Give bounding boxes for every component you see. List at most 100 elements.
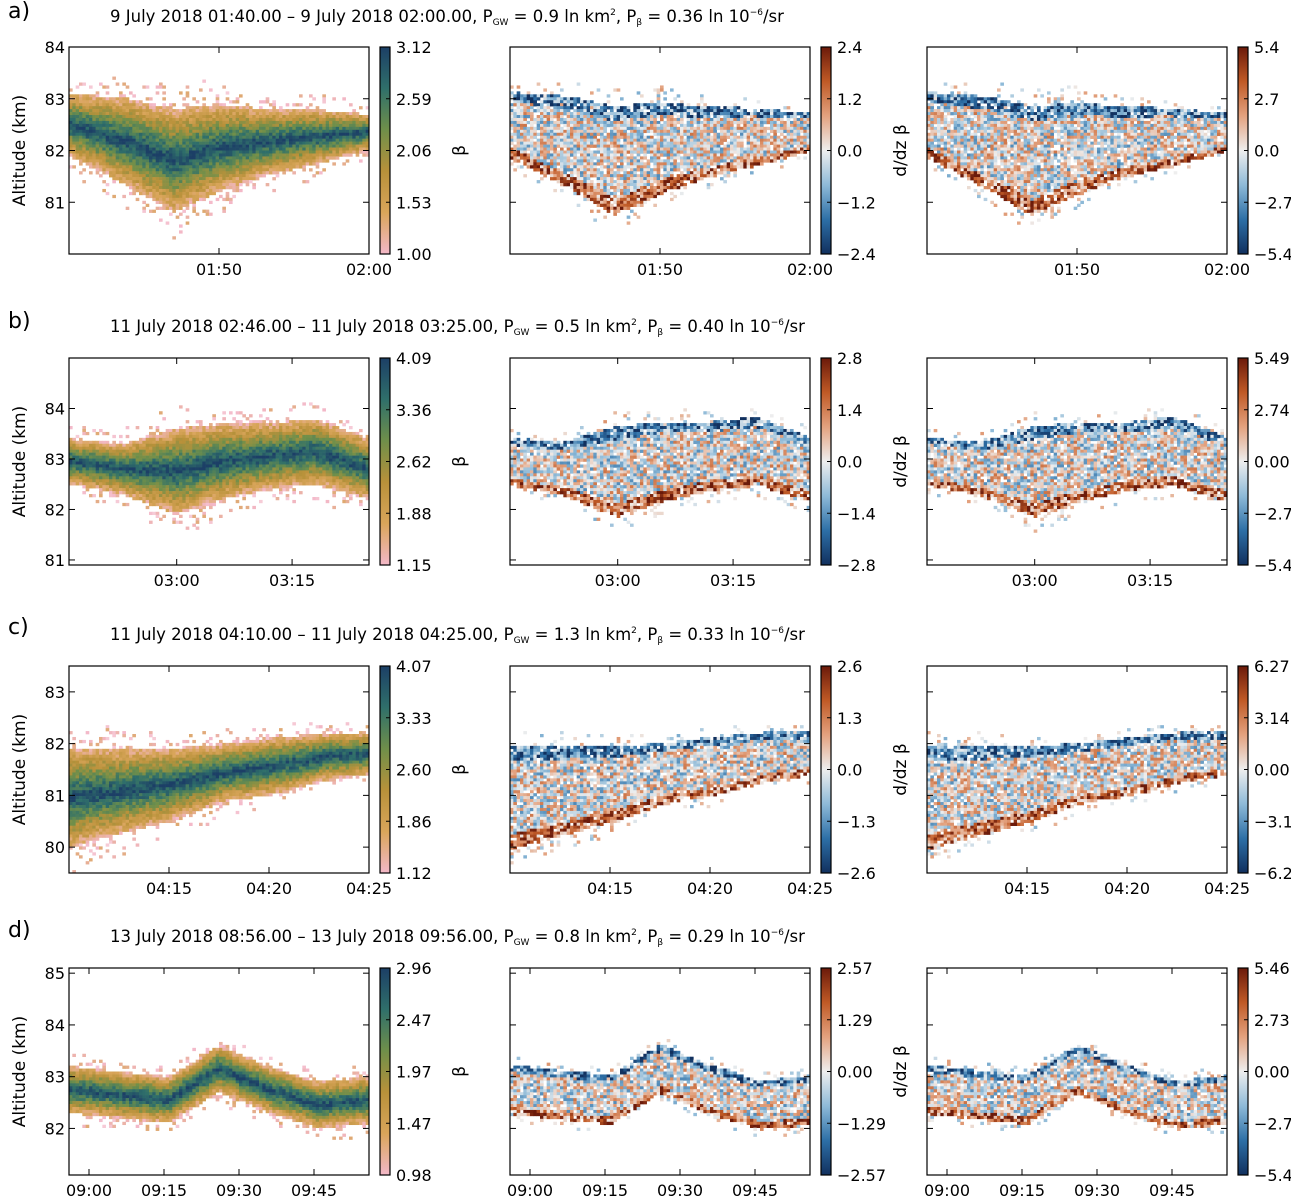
heatmap-cell (199, 180, 203, 183)
heatmap-cell (346, 124, 350, 127)
heatmap-cell (232, 124, 236, 127)
heatmap-cell (647, 195, 651, 198)
heatmap-cell (633, 165, 637, 168)
heatmap-cell (132, 177, 136, 180)
heatmap-cell (687, 127, 691, 130)
colorbar-tick-label: 2.59 (396, 90, 432, 109)
heatmap-cell (79, 115, 83, 118)
heatmap-cell (222, 130, 226, 133)
heatmap-cell (219, 112, 223, 115)
heatmap-cell (246, 136, 250, 139)
heatmap-cell (733, 151, 737, 154)
heatmap-cell (129, 124, 133, 127)
heatmap-cell (159, 219, 163, 222)
heatmap-cell (954, 100, 958, 103)
heatmap-cell (730, 115, 734, 118)
heatmap-cell (623, 109, 627, 112)
heatmap-cell (520, 100, 524, 103)
heatmap-cell (563, 97, 567, 100)
heatmap-cell (800, 136, 804, 139)
heatmap-cell (136, 136, 140, 139)
heatmap-cell (79, 127, 83, 130)
heatmap-cell (517, 142, 521, 145)
heatmap-cell (653, 148, 657, 151)
heatmap-cell (547, 121, 551, 124)
heatmap-cell (777, 115, 781, 118)
heatmap-cell (169, 207, 173, 210)
heatmap-cell (286, 148, 290, 151)
heatmap-cell (657, 189, 661, 192)
heatmap-cell (787, 136, 791, 139)
heatmap-cell (637, 151, 641, 154)
heatmap-cell (597, 127, 601, 130)
heatmap-cell (156, 189, 160, 192)
heatmap-cell (219, 156, 223, 159)
heatmap-cell (289, 156, 293, 159)
heatmap-cell (547, 136, 551, 139)
heatmap-cell (299, 127, 303, 130)
heatmap-cell (92, 148, 96, 151)
heatmap-cell (159, 171, 163, 174)
heatmap-cell (660, 115, 664, 118)
heatmap-cell (302, 153, 306, 156)
heatmap-cell (196, 177, 200, 180)
heatmap-cell (279, 130, 283, 133)
heatmap-cell (530, 133, 534, 136)
heatmap-cell (129, 153, 133, 156)
heatmap-cell (112, 139, 116, 142)
heatmap-cell (169, 168, 173, 171)
heatmap-cell (249, 165, 253, 168)
heatmap-cell (156, 91, 160, 94)
heatmap-cell (206, 145, 210, 148)
heatmap-cell (693, 165, 697, 168)
heatmap-cell (737, 136, 741, 139)
heatmap-cell (332, 136, 336, 139)
heatmap-cell (122, 100, 126, 103)
heatmap-cell (617, 106, 621, 109)
heatmap-cell (937, 136, 941, 139)
heatmap-cell (76, 106, 80, 109)
heatmap-cell (109, 171, 113, 174)
heatmap-cell (560, 148, 564, 151)
heatmap-cell (727, 145, 731, 148)
heatmap-cell (136, 198, 140, 201)
heatmap-cell (560, 136, 564, 139)
heatmap-cell (222, 115, 226, 118)
heatmap-cell (720, 130, 724, 133)
heatmap-cell (302, 162, 306, 165)
heatmap-cell (262, 100, 266, 103)
heatmap-cell (697, 156, 701, 159)
heatmap-cell (239, 165, 243, 168)
heatmap-cell (266, 112, 270, 115)
heatmap-cell (620, 156, 624, 159)
heatmap-cell (934, 139, 938, 142)
heatmap-cell (740, 162, 744, 165)
heatmap-cell (82, 82, 86, 85)
heatmap-cell (537, 97, 541, 100)
heatmap-cell (650, 130, 654, 133)
heatmap-cell (600, 112, 604, 115)
heatmap-cell (603, 148, 607, 151)
heatmap-cell (737, 148, 741, 151)
heatmap-cell (720, 133, 724, 136)
heatmap-cell (106, 109, 110, 112)
heatmap-cell (316, 106, 320, 109)
heatmap-cell (630, 201, 634, 204)
heatmap-cell (332, 133, 336, 136)
heatmap-cell (272, 151, 276, 154)
heatmap-cell (607, 145, 611, 148)
heatmap-cell (136, 103, 140, 106)
heatmap-cell (139, 100, 143, 103)
heatmap-cell (580, 171, 584, 174)
heatmap-cell (339, 151, 343, 154)
heatmap-cell (954, 136, 958, 139)
heatmap-cell (146, 130, 150, 133)
heatmap-cell (239, 189, 243, 192)
heatmap-cell (92, 103, 96, 106)
heatmap-cell (597, 171, 601, 174)
heatmap-cell (296, 145, 300, 148)
heatmap-cell (356, 148, 360, 151)
heatmap-cell (349, 139, 353, 142)
heatmap-cell (192, 156, 196, 159)
heatmap-cell (587, 153, 591, 156)
